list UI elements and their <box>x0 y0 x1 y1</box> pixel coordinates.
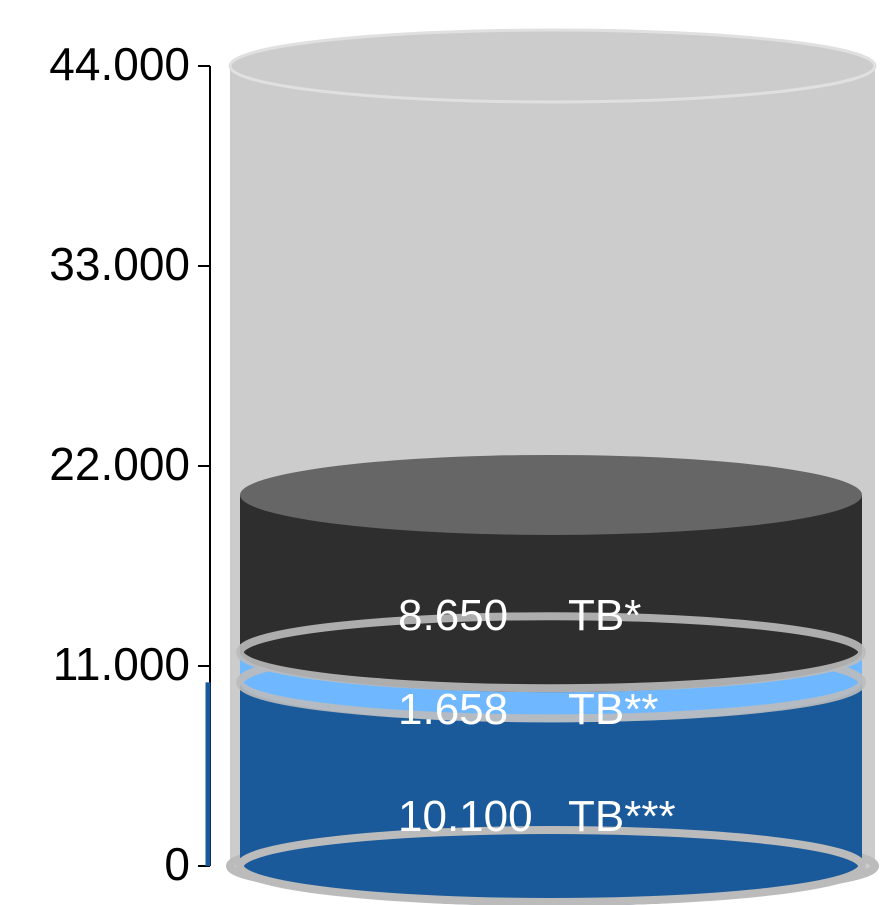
unit-label: TB* <box>568 591 641 640</box>
y-tick-label: 0 <box>164 838 190 890</box>
y-tick-label: 33.000 <box>49 238 190 290</box>
y-tick-label: 44.000 <box>49 38 190 90</box>
value-label: 1.658 <box>398 685 508 734</box>
cylinder-top <box>228 28 877 104</box>
value-label: 8.650 <box>398 591 508 640</box>
segment-body <box>240 494 862 693</box>
y-tick-label: 11.000 <box>53 638 190 690</box>
value-label: 10.100 <box>398 792 533 841</box>
y-tick-label: 22.000 <box>49 438 190 490</box>
segment-top <box>240 454 862 535</box>
segment-divider <box>236 826 866 905</box>
unit-label: TB** <box>568 685 658 734</box>
segment-divider <box>236 612 866 693</box>
segment-body <box>240 682 862 905</box>
unit-label: TB*** <box>568 792 676 841</box>
